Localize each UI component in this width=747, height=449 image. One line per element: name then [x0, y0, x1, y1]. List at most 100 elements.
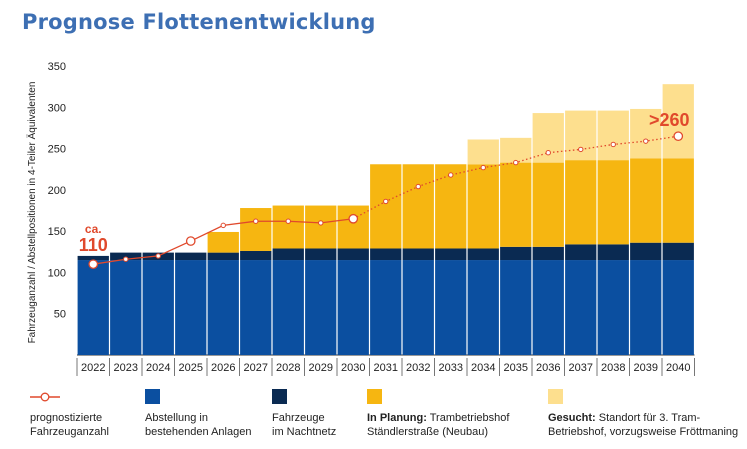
forecast-point — [610, 141, 616, 148]
x-tick-label: 2035 — [504, 362, 528, 374]
forecast-point — [155, 253, 161, 259]
bar-segment — [240, 250, 272, 261]
forecast-line — [88, 131, 684, 270]
bar-segment — [597, 260, 629, 355]
forecast-point — [545, 150, 551, 156]
forecast-point — [513, 159, 519, 166]
bar-segment — [630, 158, 662, 243]
bar-segment — [175, 260, 207, 355]
bar-segment — [337, 205, 369, 249]
x-tick-label: 2031 — [374, 362, 398, 374]
bar-segment — [565, 160, 597, 245]
y-tick-label: 250 — [48, 144, 66, 156]
bar-segment — [77, 255, 109, 261]
chart-title: Prognose Flottenentwicklung — [22, 10, 376, 34]
forecast-point — [578, 146, 584, 153]
legend-label: Fahrzeuge im Nachtnetz — [272, 412, 337, 438]
legend-label: Abstellung in bestehenden Anlagen — [145, 412, 252, 438]
legend-point-icon — [40, 392, 50, 402]
bar-segment — [402, 248, 434, 261]
bar-segment — [662, 158, 694, 243]
bar-segment — [565, 244, 597, 261]
forecast-point — [348, 213, 359, 224]
x-tick-label: 2026 — [211, 362, 235, 374]
x-tick-label: 2029 — [309, 362, 333, 374]
bar-segment — [402, 260, 434, 355]
bar-segment — [175, 252, 207, 261]
annotations: ca.110 >260 — [79, 110, 690, 255]
forecast-point — [220, 222, 226, 229]
bar-segment — [467, 164, 499, 249]
bar-segment — [142, 260, 174, 355]
forecast-point — [123, 256, 129, 262]
bar-segment — [500, 246, 532, 261]
annotation-value: >260 — [649, 110, 690, 130]
x-tick-label: 2025 — [179, 362, 203, 374]
forecast-point — [643, 138, 649, 144]
y-tick-label: 350 — [48, 61, 66, 73]
bar-segment — [207, 260, 239, 355]
legend-swatch — [145, 389, 160, 404]
bar-segment — [77, 260, 109, 355]
y-tick-label: 200 — [48, 185, 66, 197]
axes: 50 100 150 200 250 300 350 Fahrzeuganzahl / Abs… — [26, 61, 695, 376]
x-tick-label: 2027 — [244, 362, 268, 374]
y-tick-label: 50 — [54, 309, 66, 321]
legend-swatch — [367, 389, 382, 404]
legend-label: prognostizierte Fahrzeuganzahl — [30, 412, 109, 438]
bar-segment — [597, 160, 629, 245]
bar-segment — [272, 205, 304, 249]
forecast-point — [185, 236, 196, 246]
legend-swatch — [272, 389, 287, 404]
forecast-point — [415, 183, 421, 190]
legend-swatch — [548, 389, 563, 404]
bar-segment — [272, 260, 304, 355]
forecast-point — [448, 172, 454, 178]
bar-segment — [532, 246, 564, 261]
x-tick-label: 2033 — [439, 362, 463, 374]
bar-segment — [305, 260, 337, 355]
y-tick-label: 300 — [48, 102, 66, 114]
x-tick-label: 2023 — [114, 362, 138, 374]
x-tick-label: 2037 — [569, 362, 593, 374]
bar-segment — [662, 242, 694, 261]
bar-segment — [207, 231, 239, 253]
bar-segment — [500, 137, 532, 163]
bar-segment — [370, 164, 402, 249]
bar-segment — [532, 162, 564, 247]
x-tick-label: 2036 — [536, 362, 560, 374]
forecast-point — [285, 218, 291, 224]
bar-segment — [597, 244, 629, 261]
bar-segment — [240, 208, 272, 251]
bar-segment — [370, 248, 402, 261]
bar-segment — [662, 260, 694, 355]
bar-segment — [565, 110, 597, 161]
x-tick-label: 2024 — [146, 362, 170, 374]
x-tick-label: 2028 — [276, 362, 300, 374]
forecast-point — [318, 220, 324, 226]
forecast-point — [673, 131, 684, 142]
bar-segment — [402, 164, 434, 249]
x-tick-label: 2022 — [81, 362, 105, 374]
x-tick-label: 2038 — [601, 362, 625, 374]
bar-segment — [240, 260, 272, 355]
bar-segment — [500, 260, 532, 355]
x-tick-label: 2030 — [341, 362, 365, 374]
bar-segment — [467, 139, 499, 165]
bar-segment — [272, 248, 304, 261]
y-tick-label: 150 — [48, 226, 66, 238]
bar-segment — [110, 252, 142, 261]
bar-segment — [435, 248, 467, 261]
bar-segment — [565, 260, 597, 355]
bar-segment — [630, 260, 662, 355]
annotation-prefix: ca. — [85, 222, 102, 236]
bar-segment — [597, 110, 629, 161]
forecast-point — [253, 218, 259, 224]
forecast-point — [383, 198, 389, 205]
bar-segment — [207, 252, 239, 261]
x-tick-label: 2034 — [471, 362, 495, 374]
legend-label-bold: Gesucht: — [548, 412, 596, 424]
legend-label: Gesucht: Standort für 3. Tram- Betriebsho… — [548, 412, 739, 438]
bar-segment — [662, 84, 694, 159]
bar-segment — [532, 260, 564, 355]
